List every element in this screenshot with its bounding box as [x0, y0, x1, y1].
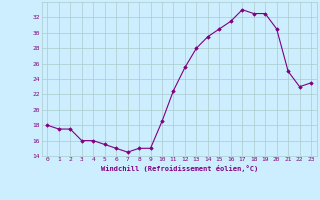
X-axis label: Windchill (Refroidissement éolien,°C): Windchill (Refroidissement éolien,°C)	[100, 165, 258, 172]
